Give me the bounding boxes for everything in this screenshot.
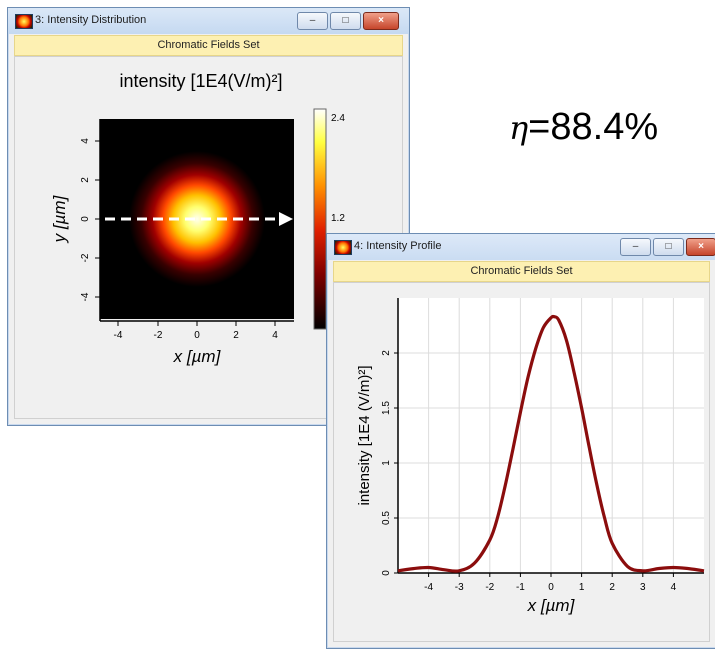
y-tick-label: 0.5 [381, 511, 392, 525]
colorbar-tick-label: 2.4 [331, 113, 345, 124]
x-tick-label: 4 [272, 330, 278, 341]
x-tick-label: -4 [114, 330, 123, 341]
efficiency-value: 88.4% [550, 106, 659, 148]
intensity-profile-window[interactable]: 4: Intensity Profile – □ × Chromatic Fie… [326, 233, 715, 649]
maximize-button[interactable]: □ [330, 12, 361, 30]
close-button[interactable]: × [686, 238, 715, 256]
x-tick-label: -4 [424, 582, 433, 593]
x-tick-label: 3 [640, 582, 646, 593]
x-axis-label: x [µm] [527, 596, 576, 615]
y-tick-label: 1 [381, 460, 392, 466]
intensity-profile-line [397, 314, 705, 573]
x-tick-label: 2 [233, 330, 239, 341]
field-app-icon [15, 14, 33, 29]
chart-axes [394, 298, 704, 577]
y-tick-label: 1.5 [381, 401, 392, 415]
y-tick-label: 2 [381, 350, 392, 356]
x-tick-label: -1 [516, 582, 525, 593]
chart-grid [398, 298, 704, 574]
distribution-plot: intensity [1E4(V/m)²] -4 -2 0 2 [50, 71, 345, 366]
profile-plot-pane[interactable]: -4 -3 -2 -1 0 1 2 3 4 0 0.5 1 1.5 2 x [µm] intensity … [333, 282, 710, 642]
equals-sign: = [528, 106, 551, 148]
y-ticks [95, 140, 100, 298]
distribution-plot-title: intensity [1E4(V/m)²] [119, 71, 282, 91]
y-tick-label: -2 [80, 253, 91, 262]
profile-chart: -4 -3 -2 -1 0 1 2 3 4 0 0.5 1 1.5 2 x [µm] intensity … [356, 298, 705, 615]
eta-symbol: η [509, 109, 529, 147]
x-tick-label: 0 [194, 330, 200, 341]
window-title: 3: Intensity Distribution [35, 14, 147, 26]
efficiency-annotation: η=88.4% [509, 106, 658, 149]
minimize-button[interactable]: – [620, 238, 651, 256]
x-tick-label: -2 [485, 582, 494, 593]
minimize-icon: – [309, 15, 316, 26]
close-icon: × [378, 15, 384, 26]
window-title: 4: Intensity Profile [354, 240, 442, 252]
minimize-icon: – [632, 241, 639, 252]
window-subheader: Chromatic Fields Set [333, 261, 710, 282]
x-tick-label: -3 [455, 582, 464, 593]
y-axis-label: intensity [1E4 (V/m)²] [356, 365, 373, 505]
y-tick-label: -4 [80, 292, 91, 301]
profile-arrow-head [279, 212, 293, 226]
y-tick-label: 0 [80, 216, 91, 222]
x-tick-label: -2 [154, 330, 163, 341]
close-icon: × [698, 241, 704, 252]
intensity-spot [129, 151, 265, 287]
minimize-button[interactable]: – [297, 12, 328, 30]
x-ticks [117, 321, 276, 326]
colorbar [313, 108, 327, 330]
x-tick-label: 0 [548, 582, 554, 593]
maximize-icon: □ [342, 15, 349, 26]
window-subheader: Chromatic Fields Set [14, 35, 403, 56]
close-button[interactable]: × [363, 12, 399, 30]
window-titlebar[interactable]: 4: Intensity Profile – □ × [327, 234, 715, 260]
x-tick-label: 1 [579, 582, 585, 593]
x-tick-label: 4 [671, 582, 677, 593]
field-app-icon [334, 240, 352, 255]
chart-tick-labels: -4 -3 -2 -1 0 1 2 3 4 0 0.5 1 1.5 2 [381, 350, 677, 593]
window-titlebar[interactable]: 3: Intensity Distribution – □ × [8, 8, 409, 34]
maximize-button[interactable]: □ [653, 238, 684, 256]
y-tick-label: 2 [80, 177, 91, 183]
x-tick-label: 2 [609, 582, 615, 593]
y-axis-label: y [µm] [50, 194, 69, 243]
x-axis-label: x [µm] [173, 347, 222, 366]
colorbar-tick-label: 1.2 [331, 213, 345, 224]
y-tick-label: 4 [80, 138, 91, 144]
maximize-icon: □ [665, 241, 672, 252]
y-tick-label: 0 [381, 570, 392, 576]
